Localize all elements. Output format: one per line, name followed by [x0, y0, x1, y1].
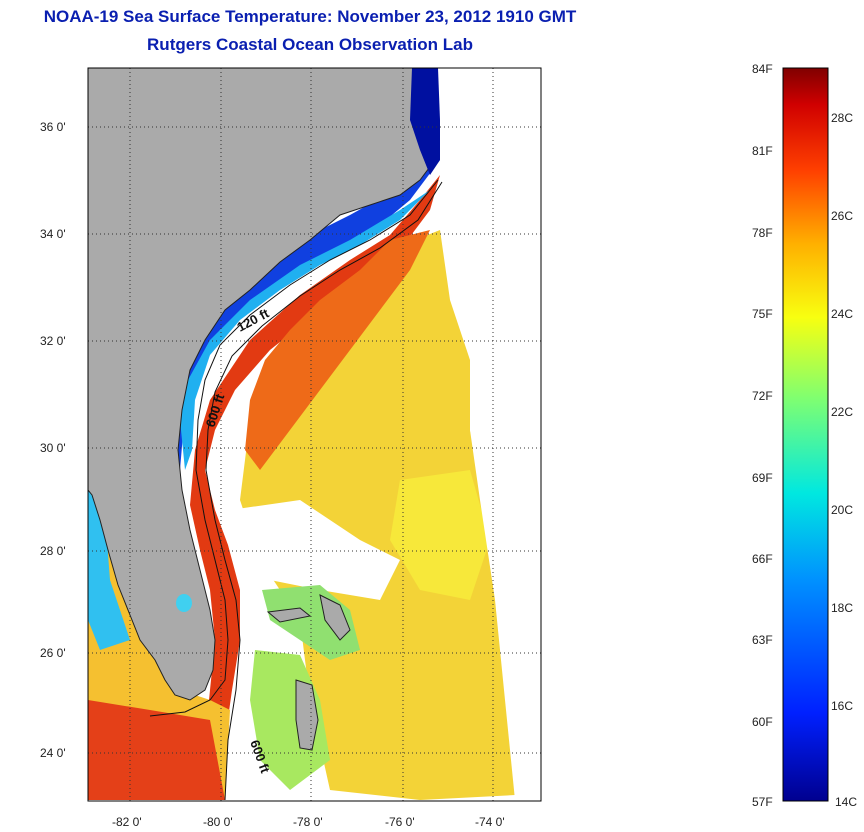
cbar-label-20c: 20C: [831, 503, 853, 517]
cloud-gap-south: [230, 500, 400, 600]
cbar-label-28c: 28C: [831, 111, 853, 125]
cbar-label-63f: 63F: [752, 633, 773, 647]
cbar-label-24c: 24C: [831, 307, 853, 321]
cbar-label-18c: 18C: [831, 601, 853, 615]
lat-label-28: 28 0': [40, 544, 66, 558]
map-title: NOAA-19 Sea Surface Temperature: Novembe…: [43, 7, 577, 26]
cbar-label-22c: 22C: [831, 405, 853, 419]
contour-120ft: [149, 179, 439, 717]
pamlico-sound: [410, 68, 440, 175]
lat-label-24: 24 0': [40, 746, 66, 760]
lat-label-30: 30 0': [40, 441, 66, 455]
cbar-label-57f: 57F: [752, 795, 773, 809]
gulf-stream-inner: [245, 230, 430, 470]
latitude-labels: 36 0' 34 0' 32 0' 30 0' 28 0' 26 0' 24 0…: [40, 120, 66, 760]
map-area: [88, 68, 541, 801]
cbar-label-75f: 75F: [752, 307, 773, 321]
lat-label-36: 36 0': [40, 120, 66, 134]
cbar-label-78f: 78F: [752, 226, 773, 240]
lon-label-78: -78 0': [293, 815, 323, 829]
bahamas-island-andros: [295, 679, 319, 751]
colorbar: [782, 67, 829, 802]
contour-600ft: [205, 181, 443, 801]
colorbar-fahrenheit-labels: 84F 81F 78F 75F 72F 69F 66F 63F 60F 57F: [752, 62, 773, 809]
cbar-label-84f: 84F: [752, 62, 773, 76]
nearshore-mid-band: [180, 190, 430, 470]
sst-yellow-patch: [390, 470, 490, 600]
cbar-label-69f: 69F: [752, 471, 773, 485]
cloud-gap-northeast: [440, 68, 541, 380]
lat-label-34: 34 0': [40, 227, 66, 241]
lat-label-26: 26 0': [40, 646, 66, 660]
bahamas-island-grand: [266, 607, 312, 623]
map-subtitle: Rutgers Coastal Ocean Observation Lab: [147, 35, 473, 54]
lat-label-32: 32 0': [40, 334, 66, 348]
bahamas-island-abaco: [319, 594, 351, 641]
longitude-labels: -82 0' -80 0' -78 0' -76 0' -74 0': [112, 815, 505, 829]
colorbar-celsius-labels: 28C 26C 24C 22C 20C 18C 16C 14C: [831, 111, 857, 809]
lon-label-82: -82 0': [112, 815, 142, 829]
cbar-label-72f: 72F: [752, 389, 773, 403]
cloud-gap-east: [470, 380, 541, 800]
lon-label-74: -74 0': [475, 815, 505, 829]
lon-label-80: -80 0': [203, 815, 233, 829]
cbar-label-66f: 66F: [752, 552, 773, 566]
map-frame: [87, 67, 542, 802]
lake-okeechobee: [176, 594, 192, 612]
cbar-label-60f: 60F: [752, 715, 773, 729]
cbar-label-81f: 81F: [752, 144, 773, 158]
cbar-label-16c: 16C: [831, 699, 853, 713]
florida-bay-warm: [88, 700, 225, 800]
west-florida-cool: [88, 490, 130, 650]
cbar-label-14c: 14C: [835, 795, 857, 809]
cbar-label-26c: 26C: [831, 209, 853, 223]
lon-label-76: -76 0': [385, 815, 415, 829]
